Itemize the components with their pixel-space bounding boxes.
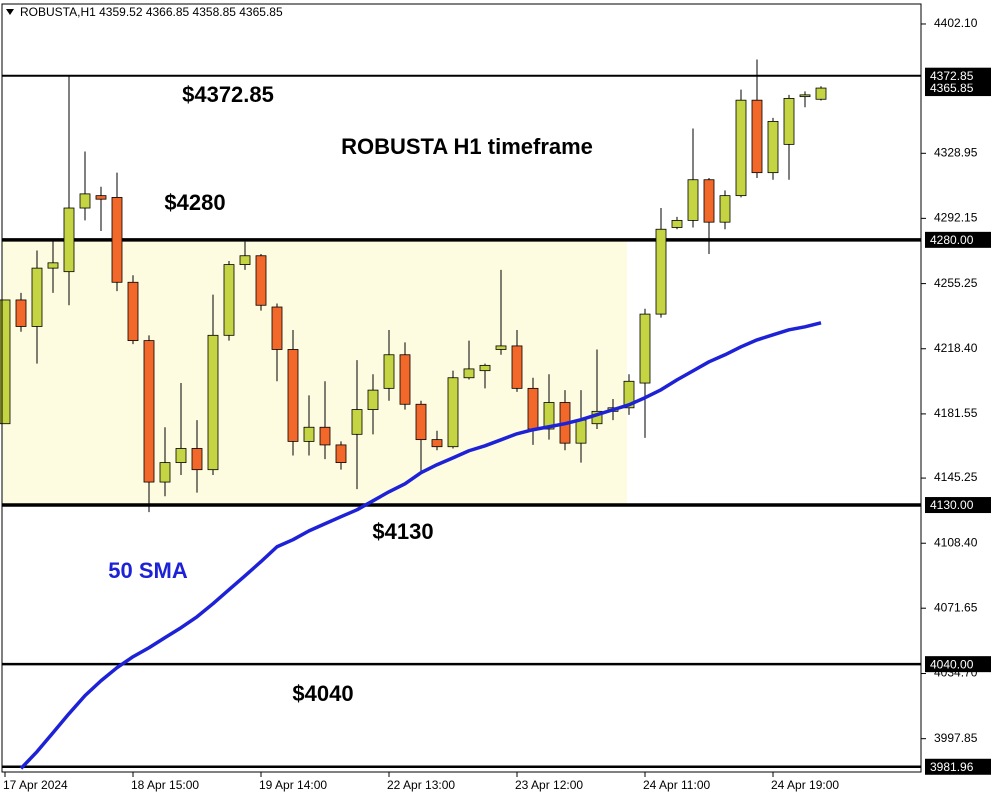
level-price-box [925, 67, 991, 84]
x-tick-label: 24 Apr 11:00 [643, 778, 710, 792]
level-price-box [925, 758, 991, 775]
candle-body [639, 313, 651, 384]
x-tick-label: 23 Apr 12:00 [515, 778, 583, 792]
x-tick-label: 18 Apr 15:00 [131, 778, 199, 792]
last-price-box [925, 80, 991, 97]
y-tick-label: 4328.95 [934, 145, 978, 159]
candle-body [543, 402, 555, 430]
candle-body [63, 207, 75, 273]
candle-body [431, 439, 443, 448]
chart-header: ROBUSTA,H1 4359.52 4366.85 4358.85 4365.… [20, 5, 283, 19]
candle-body [31, 267, 43, 327]
candle-body [703, 179, 715, 223]
y-tick-label: 4145.25 [934, 470, 978, 484]
y-tick-label: 4218.40 [934, 341, 978, 355]
candle-body [287, 349, 299, 442]
level-price-label: 4130.00 [930, 498, 974, 512]
level-annotation: $4130 [372, 519, 433, 544]
candle-body [511, 345, 523, 389]
candle-body [479, 364, 491, 372]
range-zone [2, 239, 627, 506]
candle-body [0, 299, 11, 425]
level-price-label: 4280.00 [930, 233, 974, 247]
y-tick-label: 4255.25 [934, 276, 978, 290]
plot-frame [1, 3, 922, 773]
candle-body [383, 354, 395, 389]
candle-body [255, 255, 267, 306]
level-price-box [925, 231, 991, 248]
candle-body [575, 419, 587, 444]
candle-body [799, 94, 811, 98]
candle-body [79, 193, 91, 209]
level-annotation: $4280 [164, 190, 225, 215]
candle-body [95, 195, 107, 200]
candle-body [495, 345, 507, 350]
y-tick-label: 4108.40 [934, 535, 978, 549]
level-annotation: $4040 [292, 681, 353, 706]
menu-arrow[interactable] [6, 9, 14, 15]
candle-body [767, 120, 779, 174]
x-tick-label: 22 Apr 13:00 [387, 778, 455, 792]
candle-body [655, 228, 667, 315]
candle-body [751, 99, 763, 174]
level-price-label: 4040.00 [930, 657, 974, 671]
sma-line [19, 321, 822, 770]
candle-body [191, 448, 203, 471]
candle-body [239, 255, 251, 265]
candle-body [687, 179, 699, 221]
candle-body [271, 306, 283, 350]
candle-body [159, 462, 171, 483]
level-price-box [925, 497, 991, 514]
chart-title: ROBUSTA H1 timeframe [341, 134, 593, 159]
sma-label: 50 SMA [108, 558, 188, 583]
y-tick-label: 4071.65 [934, 600, 978, 614]
candle-body [207, 334, 219, 471]
candle-body [303, 426, 315, 442]
x-tick-label: 19 Apr 14:00 [259, 778, 327, 792]
last-price-label: 4365.85 [930, 81, 974, 95]
candle-body [15, 299, 27, 327]
candle-body [527, 387, 539, 430]
candle-body [111, 197, 123, 283]
x-tick-label: 24 Apr 19:00 [771, 778, 839, 792]
candle-body [447, 377, 459, 448]
level-price-box [925, 656, 991, 673]
candle-body [127, 281, 139, 342]
candle-body [175, 448, 187, 464]
y-tick-label: 4181.55 [934, 406, 978, 420]
candle-body [399, 354, 411, 405]
candle-body [815, 87, 827, 100]
level-annotation: $4372.85 [182, 82, 274, 107]
y-tick-label: 4402.10 [934, 16, 978, 30]
level-price-label: 4372.85 [930, 69, 974, 83]
candle-body [415, 403, 427, 441]
level-price-label: 3981.96 [930, 760, 974, 774]
candle-body [223, 264, 235, 336]
candle-body [351, 409, 363, 435]
candle-body [623, 380, 635, 409]
candle-body [319, 426, 331, 446]
candle-body [783, 98, 795, 145]
candle-body [335, 444, 347, 464]
candle-body [463, 368, 475, 379]
candle-body [735, 99, 747, 197]
y-tick-label: 4292.15 [934, 211, 978, 225]
candle-body [671, 219, 683, 228]
candle-body [47, 262, 59, 269]
x-tick-label: 17 Apr 2024 [3, 778, 68, 792]
candle-body [143, 340, 155, 483]
candle-body [719, 195, 731, 223]
candle-body [367, 389, 379, 410]
y-tick-label: 3997.85 [934, 731, 978, 745]
